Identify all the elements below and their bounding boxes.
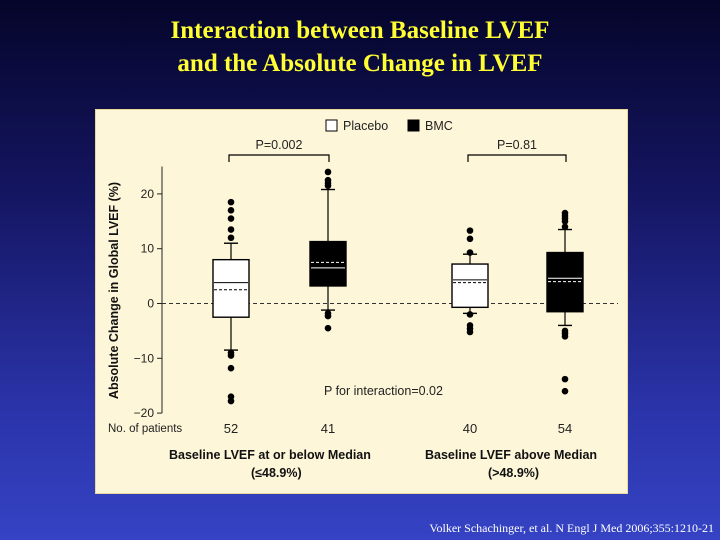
y-tick-label: 20 <box>141 187 155 201</box>
box-bmc-group2-outlier-point <box>561 218 569 225</box>
box-bmc-group2-outlier-point <box>561 223 569 231</box>
legend-swatch-placebo <box>325 119 338 132</box>
box-bmc-group2-outlier-point <box>561 333 569 340</box>
box-placebo-group2-patient-count: 40 <box>463 421 477 436</box>
y-tick-label: 0 <box>147 297 154 311</box>
title-line-1: Interaction between Baseline LVEF <box>170 17 550 44</box>
patients-count-label: No. of patients <box>108 423 182 435</box>
box-placebo-group1-outlier-point <box>227 364 235 372</box>
box-bmc-group2-outlier-point <box>561 375 569 383</box>
group-label-line1: Baseline LVEF at or below Median <box>169 448 371 462</box>
box-placebo-group2-outlier-point <box>466 235 474 243</box>
box-placebo-group1 <box>212 258 250 318</box>
box-bmc-group1-outlier-point <box>324 168 332 176</box>
box-bmc-group1 <box>309 240 347 287</box>
box-placebo-group2-outlier-point <box>466 311 474 318</box>
group-label-line1: Baseline LVEF above Median <box>425 448 597 462</box>
box-bmc-group2 <box>546 251 584 313</box>
y-tick-label: 10 <box>141 242 155 256</box>
y-axis-title: Absolute Change in Global LVEF (%) <box>107 182 121 399</box>
interaction-pvalue-label: P for interaction=0.02 <box>324 384 443 398</box>
box-bmc-group1-outlier-point <box>324 312 332 320</box>
legend-label-bmc: BMC <box>425 119 453 133</box>
box-placebo-group1-outlier-point <box>227 226 235 233</box>
box-placebo-group2-outlier-point <box>466 249 474 256</box>
box-placebo-group2 <box>451 263 489 309</box>
group-label-line2: (>48.9%) <box>488 466 539 480</box>
box-placebo-group1-outlier-point <box>227 198 235 206</box>
legend-label-placebo: Placebo <box>343 119 388 133</box>
box-placebo-group1-outlier-point <box>227 207 235 214</box>
box-placebo-group2-outlier-point <box>466 328 474 336</box>
pvalue-bracket <box>467 154 567 162</box>
y-tick-label: −20 <box>134 406 155 420</box>
box-placebo-group2-outlier-point <box>466 227 474 234</box>
figure-panel: 20 10 0 −10 −20 Absolute Change in Global LVE… <box>95 109 628 494</box>
box-placebo-group1-outlier-point <box>227 215 235 222</box>
pvalue-label: P=0.002 <box>256 138 303 152</box>
title-line-2: and the Absolute Change in LVEF <box>177 50 543 77</box>
group-label-line2: (≤48.9%) <box>251 466 302 480</box>
y-tick-label: −10 <box>134 351 155 365</box>
pvalue-bracket <box>228 154 330 162</box>
box-bmc-group2-patient-count: 54 <box>558 421 572 436</box>
boxplot-chart: 20 10 0 −10 −20 Absolute Change in Global LVE… <box>107 119 618 480</box>
citation: Volker Schachinger, et al. N Engl J Med … <box>429 521 714 535</box>
box-bmc-group1-outlier-point <box>324 182 332 189</box>
pvalue-label: P=0.81 <box>497 138 537 152</box>
box-bmc-group1-outlier-point <box>324 324 332 332</box>
box-placebo-group1-outlier-point <box>227 352 235 359</box>
box-placebo-group1-outlier-point <box>227 234 235 242</box>
legend-swatch-bmc <box>407 119 420 132</box>
box-bmc-group2-outlier-point <box>561 387 569 395</box>
box-bmc-group1-patient-count: 41 <box>321 421 335 436</box>
slide-title: Interaction between Baseline LVEF and th… <box>0 14 720 80</box>
box-placebo-group1-outlier-point <box>227 397 235 405</box>
box-placebo-group1-patient-count: 52 <box>224 421 238 436</box>
